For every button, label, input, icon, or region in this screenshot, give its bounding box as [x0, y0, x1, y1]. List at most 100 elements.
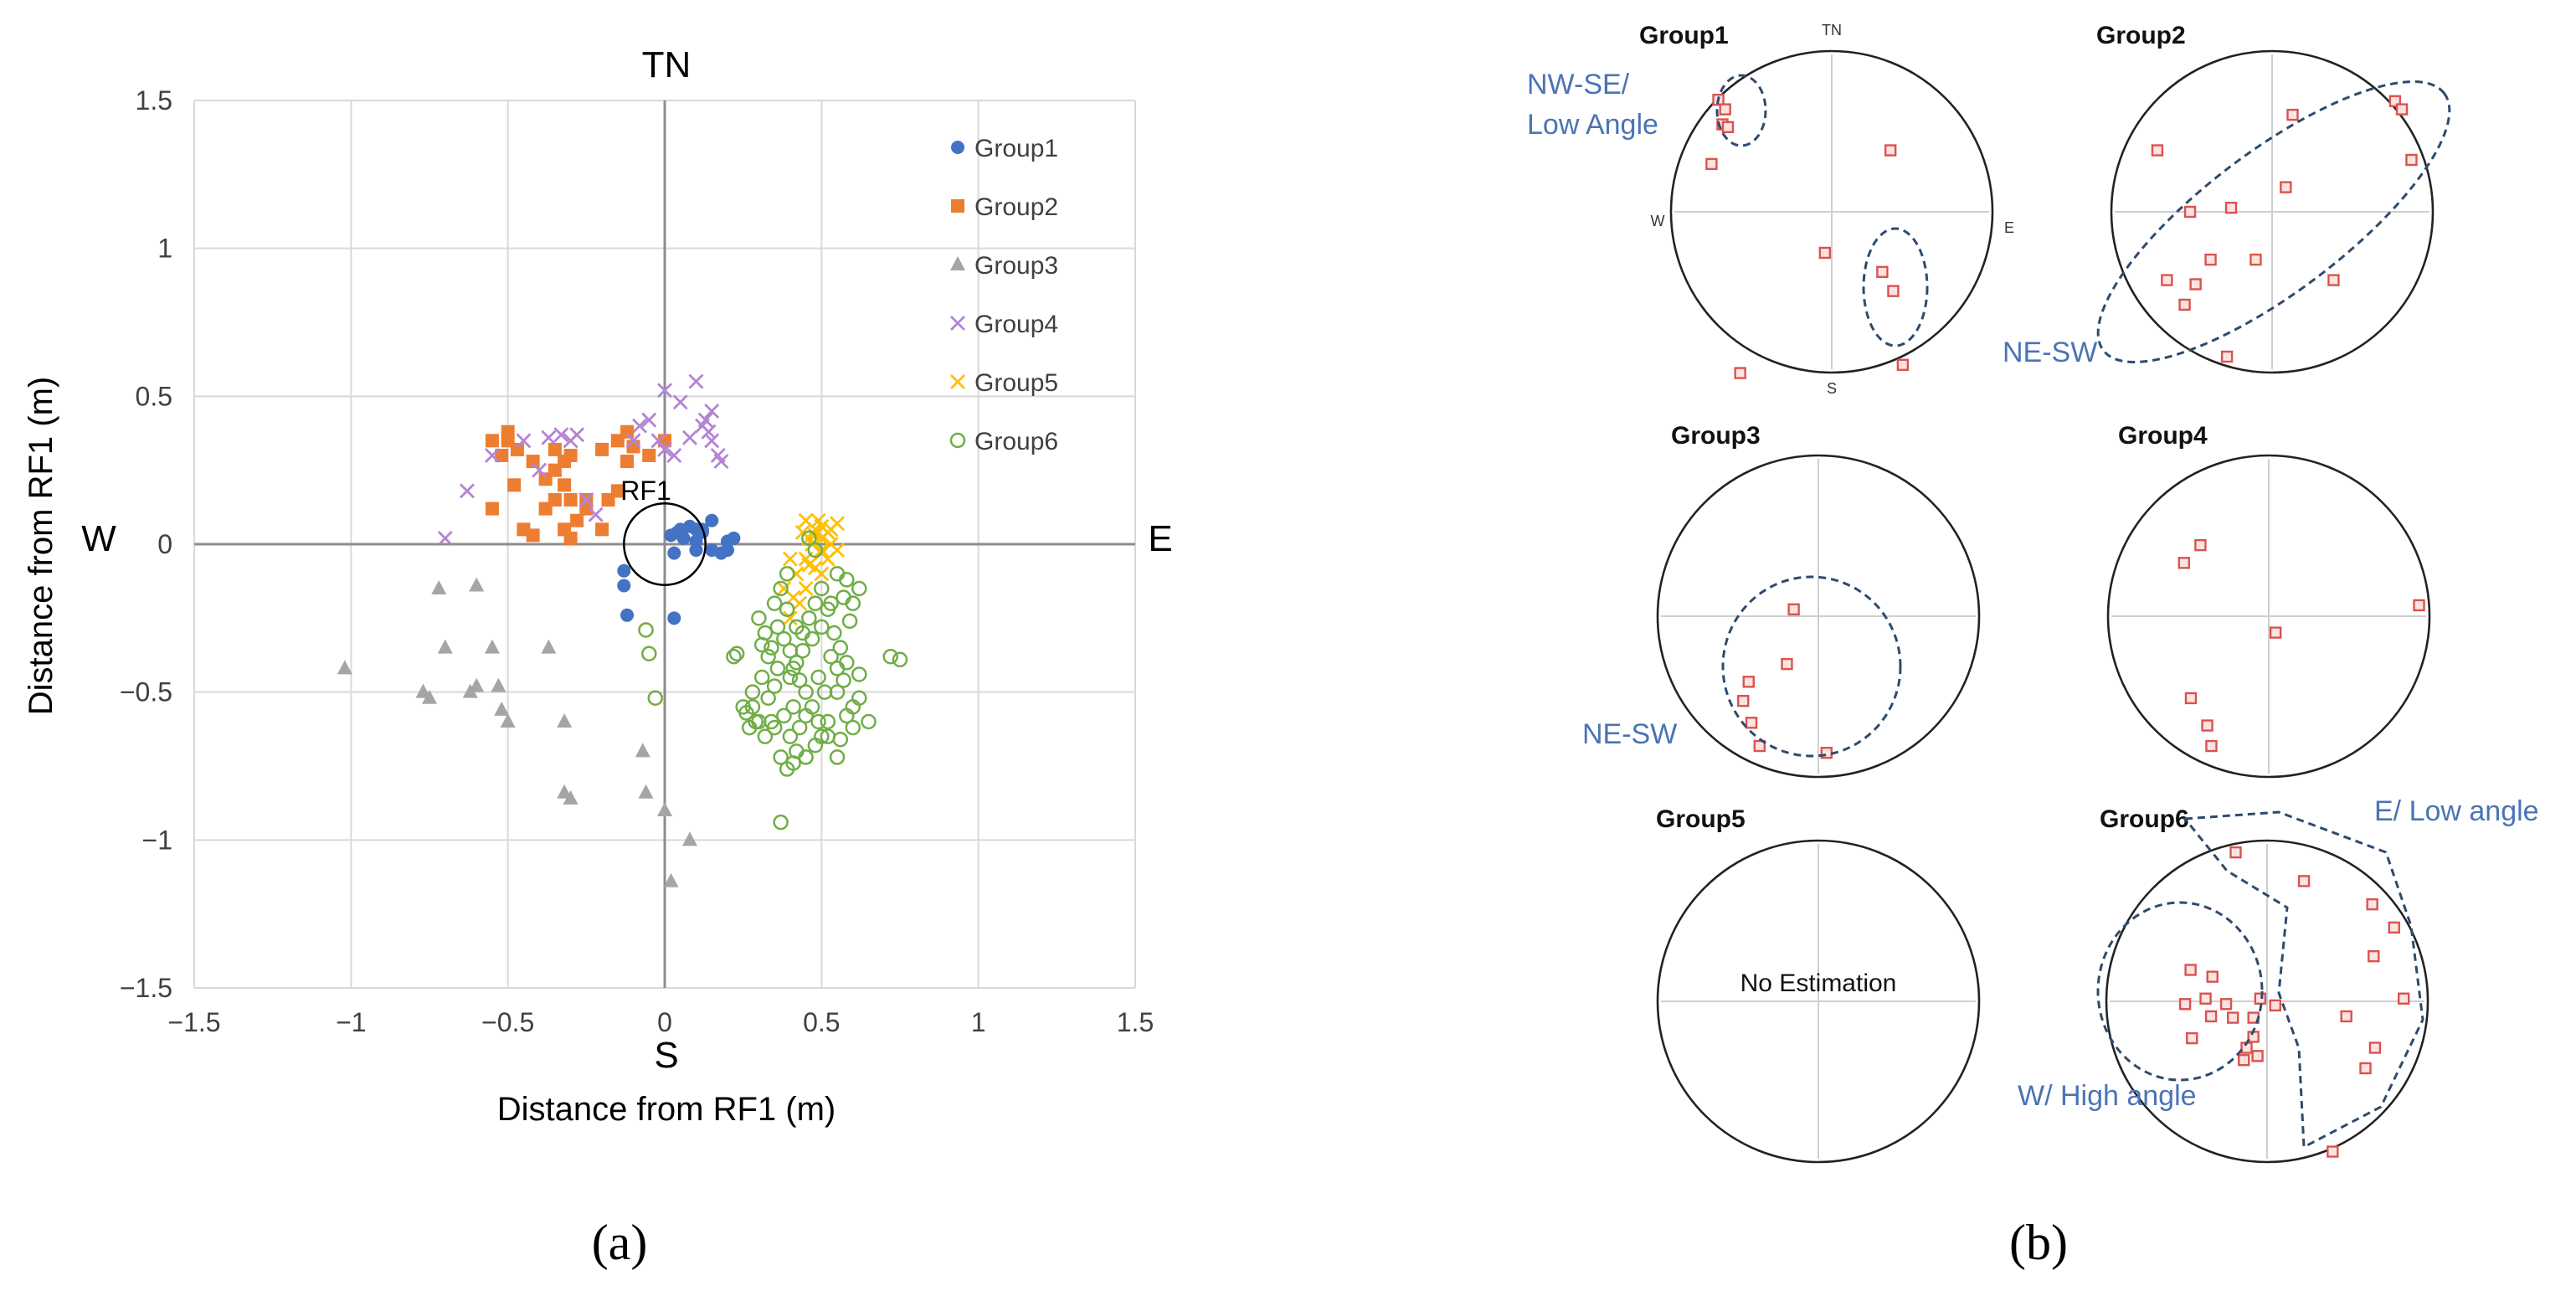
- legend-marker-group2: [951, 199, 964, 213]
- cluster-g1-lower: [1862, 227, 1929, 347]
- group5-point: [782, 551, 798, 567]
- pole-point: [2368, 1042, 2382, 1054]
- group6-point: [782, 728, 799, 744]
- group4-point: [541, 429, 557, 445]
- group1-point: [689, 543, 703, 558]
- title-group6: Group6: [2100, 805, 2189, 833]
- x-tick-label: 1.5: [1117, 1007, 1154, 1037]
- legend-entry-group1: Group1: [951, 135, 1058, 162]
- pole-point: [1737, 694, 1750, 707]
- pole-point: [2206, 970, 2219, 983]
- caption-b: (b): [2009, 1215, 2068, 1270]
- pole-point: [2286, 108, 2299, 121]
- group5-point: [798, 581, 814, 596]
- stereonet-group6: [2105, 839, 2429, 1164]
- legend-entry-group2: Group2: [951, 193, 1058, 221]
- group3-point: [563, 790, 578, 805]
- group3-point: [557, 713, 573, 728]
- legend-label: Group6: [974, 428, 1058, 455]
- group4-point: [459, 483, 475, 499]
- chart-title: TN: [642, 44, 692, 85]
- cluster-g6-west: [2096, 901, 2264, 1082]
- group2-point: [507, 478, 522, 492]
- group3-point: [663, 872, 679, 887]
- group6-point: [641, 646, 657, 661]
- group6-point: [798, 707, 814, 724]
- group6-point: [807, 595, 824, 611]
- title-group1: Group1: [1639, 22, 1729, 49]
- scatter-chart: −1.5 −1.5 −1 −1 −0.5 −0.5 0 0 0.5 0.5 1 1 1.5 1.5 RF1…: [23, 44, 1173, 1270]
- legend-marker-group1: [951, 141, 964, 154]
- group2-point: [563, 531, 578, 545]
- pole-point: [2280, 181, 2292, 193]
- title-group2: Group2: [2096, 22, 2186, 49]
- pole-point: [2269, 626, 2282, 639]
- legend-entry-group5: Group5: [950, 369, 1058, 397]
- group3-point: [638, 784, 654, 799]
- group3-point: [491, 677, 506, 692]
- pole-point: [2388, 921, 2400, 934]
- legend-marker-group6: [949, 432, 966, 449]
- pole-point: [2184, 964, 2197, 976]
- group4-point: [704, 404, 720, 419]
- group5-point: [794, 524, 810, 540]
- stereonet-group3: [1656, 454, 1981, 779]
- group2-point: [538, 501, 553, 516]
- group6-point: [751, 610, 767, 626]
- group1-point: [705, 513, 719, 527]
- pole-point: [2151, 144, 2164, 157]
- stereonet-circle: [1669, 49, 1994, 374]
- group3-point: [469, 577, 485, 592]
- pole-point: [2327, 274, 2340, 286]
- x-axis-label: Distance from RF1 (m): [497, 1091, 836, 1128]
- group4-point: [672, 394, 688, 410]
- group6-point: [782, 669, 799, 686]
- pole-point: [2251, 1050, 2264, 1062]
- group4-point: [713, 454, 729, 470]
- pole-point: [1876, 265, 1889, 279]
- group3-point: [469, 677, 485, 692]
- group2-point: [570, 513, 584, 527]
- legend-label: Group1: [974, 135, 1058, 162]
- group2-point: [526, 528, 540, 543]
- group6-point: [814, 619, 830, 635]
- group6-point: [741, 719, 758, 736]
- anno-g1-line1: NW-SE/: [1527, 69, 1630, 100]
- group5-point: [801, 557, 817, 573]
- y-tick-label: 1: [157, 234, 172, 264]
- group6-point: [791, 672, 808, 688]
- group4-point: [569, 427, 585, 443]
- pole-point: [1781, 657, 1793, 671]
- stereonet-circle: [1656, 454, 1981, 779]
- group6-point: [728, 646, 745, 661]
- pole-point: [2204, 1010, 2218, 1023]
- group6-point: [832, 731, 849, 748]
- group3-point: [422, 689, 437, 704]
- group6-point: [764, 713, 779, 730]
- group6-point: [829, 684, 846, 700]
- pole-point: [2224, 201, 2238, 214]
- group1-point: [676, 531, 691, 545]
- legend-label: Group5: [974, 369, 1058, 397]
- pole-point: [2397, 992, 2410, 1005]
- group6-point: [801, 610, 817, 626]
- group3-point: [337, 660, 352, 675]
- pole-point: [2219, 998, 2233, 1011]
- pole-point: [2395, 103, 2409, 116]
- group3-point: [484, 639, 500, 654]
- group3-point: [681, 831, 697, 846]
- cluster-g3: [1721, 575, 1902, 758]
- direction-south: S: [654, 1035, 678, 1076]
- group2-point: [642, 449, 656, 462]
- stereonet-panel: Group1 Group2 Group3 Group4 Group5 Group…: [1527, 22, 2539, 1270]
- group4-point: [484, 448, 500, 463]
- group6-point: [726, 649, 742, 665]
- group6-point: [836, 672, 851, 688]
- group1-point: [664, 528, 678, 543]
- pole-point: [1818, 246, 1832, 260]
- group6-point: [851, 690, 867, 706]
- pole-point: [2189, 278, 2202, 291]
- x-tick-label: −0.5: [481, 1007, 534, 1037]
- x-tick-label: 0.5: [803, 1007, 840, 1037]
- group4-point: [641, 412, 657, 428]
